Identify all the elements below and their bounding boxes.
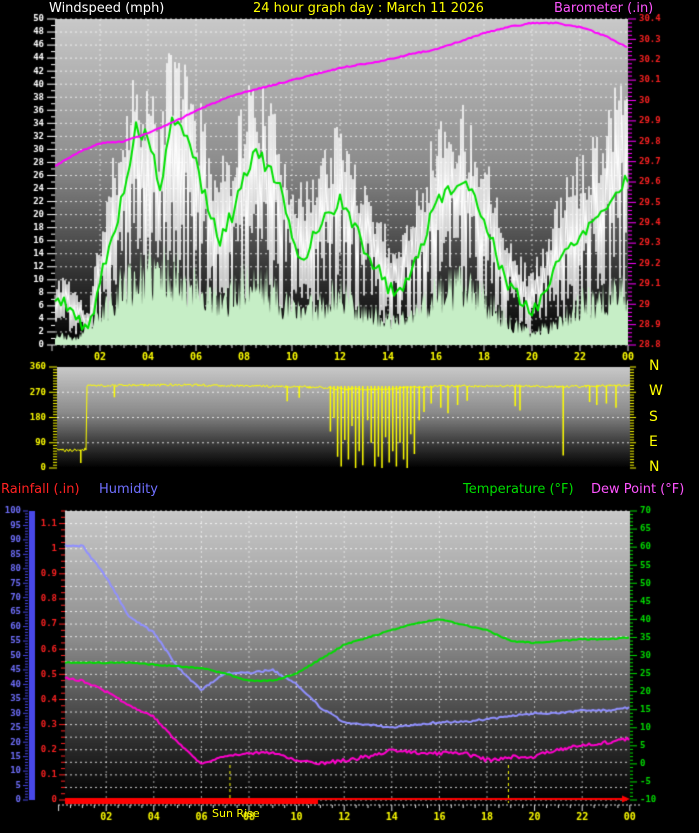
compass-label-east: E [649, 434, 658, 450]
temperature-axis-title: Temperature (°F) [463, 482, 574, 497]
rainfall-axis-title: Rainfall (.in) [1, 482, 80, 497]
graph-title: 24 hour graph day : March 11 2026 [253, 1, 484, 16]
compass-label-west: W [649, 383, 663, 399]
compass-label-north-bottom: N [649, 459, 660, 475]
compass-label-south: S [649, 409, 658, 425]
compass-label-north-top: N [649, 358, 660, 374]
barometer-axis-title: Barometer (.in) [554, 1, 654, 16]
humidity-axis-title: Humidity [99, 482, 158, 497]
sunrise-annotation: Sun Rise [212, 807, 260, 820]
dewpoint-axis-title: Dew Point (°F) [591, 482, 685, 497]
windspeed-axis-title: Windspeed (mph) [49, 1, 165, 16]
